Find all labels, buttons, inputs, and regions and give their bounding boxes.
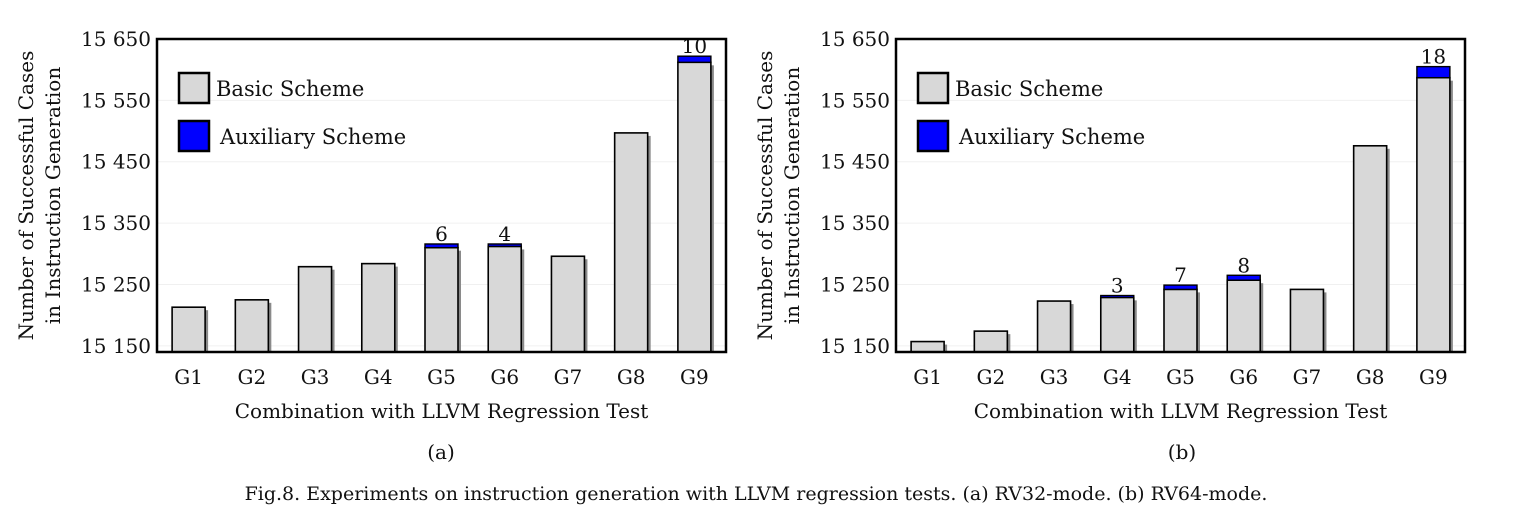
data-label: 7 <box>1174 263 1187 287</box>
bar-basic-g4 <box>360 262 396 353</box>
x-tick-label: G1 <box>174 365 203 389</box>
data-label: 4 <box>498 222 511 246</box>
x-tick-label: G4 <box>1103 365 1132 389</box>
legend-label-basic: Basic Scheme <box>955 77 1103 101</box>
bar-auxiliary-g5 <box>424 243 459 249</box>
x-tick-label: G9 <box>1419 365 1448 389</box>
x-tick-label: G2 <box>237 365 266 389</box>
x-tick-label: G3 <box>1040 365 1069 389</box>
y-tick-label: 15 350 <box>81 211 151 235</box>
bar-basic-g4 <box>1099 296 1135 353</box>
y-axis-label: in Instruction Generation <box>780 67 804 325</box>
x-tick-label: G2 <box>976 365 1005 389</box>
x-tick-label: G9 <box>680 365 709 389</box>
x-tick-label: G5 <box>427 365 456 389</box>
x-tick-label: G6 <box>490 365 519 389</box>
y-axis-label: Number of Successful Cases <box>14 51 38 341</box>
bar-basic-g2 <box>973 330 1009 353</box>
legend-label-auxiliary: Auxiliary Scheme <box>958 125 1145 149</box>
chart-panel-a: 15 150 15 250 15 350 15 450 15 550 15 650 G1 G2… <box>14 27 728 464</box>
y-axis-label: in Instruction Generation <box>41 67 65 325</box>
y-tick-label: 15 650 <box>820 27 890 51</box>
bar-auxiliary-g9 <box>677 55 712 64</box>
x-tick-label: G1 <box>913 365 942 389</box>
y-axis-label: Number of Successful Cases <box>753 51 777 341</box>
bar-basic-g9 <box>1416 76 1451 353</box>
bar-basic-g7 <box>1289 288 1325 353</box>
data-label: 3 <box>1111 274 1124 298</box>
legend-label-auxiliary: Auxiliary Scheme <box>219 125 406 149</box>
y-tick-label: 15 550 <box>820 88 890 112</box>
legend-swatch-auxiliary <box>177 119 211 153</box>
legend-swatch-basic <box>177 71 211 105</box>
bar-basic-g2 <box>234 299 270 353</box>
plot-frame <box>894 37 1467 354</box>
legend-label-basic: Basic Scheme <box>216 77 364 101</box>
x-tick-label: G7 <box>554 365 583 389</box>
bar-basic-g5 <box>424 246 459 353</box>
x-tick-label: G5 <box>1166 365 1195 389</box>
bar-basic-g1 <box>171 306 206 353</box>
y-tick-label: 15 550 <box>81 88 151 112</box>
x-tick-label: G8 <box>617 365 646 389</box>
data-label: 6 <box>435 222 448 246</box>
subfigure-label: (a) <box>427 440 455 464</box>
y-tick-label: 15 450 <box>81 150 151 174</box>
x-tick-label: G3 <box>301 365 330 389</box>
bar-auxiliary-g6 <box>1226 274 1261 281</box>
bar-auxiliary-g5 <box>1163 284 1198 291</box>
y-tick-label: 15 250 <box>81 272 151 296</box>
y-tick-label: 15 150 <box>81 334 151 358</box>
bar-basic-g6 <box>1226 279 1262 353</box>
x-axis-label: Combination with LLVM Regression Test <box>974 399 1388 423</box>
y-tick-label: 15 350 <box>820 211 890 235</box>
bar-basic-g3 <box>1036 300 1072 353</box>
y-tick-label: 15 650 <box>81 27 151 51</box>
bar-auxiliary-g6 <box>487 243 522 248</box>
y-tick-label: 15 250 <box>820 272 890 296</box>
y-tick-label: 15 450 <box>820 150 890 174</box>
bar-basic-g6 <box>487 245 523 353</box>
data-label: 8 <box>1237 253 1250 277</box>
bar-auxiliary-g9 <box>1416 65 1451 79</box>
subfigure-label: (b) <box>1168 440 1196 464</box>
figure-caption: Fig.8. Experiments on instruction genera… <box>245 483 1268 505</box>
plot-frame <box>155 37 728 354</box>
y-tick-label: 15 150 <box>820 334 890 358</box>
x-tick-label: G7 <box>1293 365 1322 389</box>
bar-basic-g5 <box>1163 288 1198 353</box>
bar-basic-g3 <box>297 265 333 353</box>
x-tick-label: G8 <box>1356 365 1385 389</box>
data-label: 18 <box>1421 45 1446 69</box>
x-tick-label: G4 <box>364 365 393 389</box>
legend-swatch-basic <box>916 71 950 105</box>
x-axis-label: Combination with LLVM Regression Test <box>235 399 649 423</box>
chart-panel-b: 15 150 15 250 15 350 15 450 15 550 15 650 G1 G2… <box>753 27 1467 464</box>
x-tick-label: G6 <box>1229 365 1258 389</box>
bar-basic-g7 <box>550 255 586 353</box>
bar-basic-g8 <box>613 132 649 353</box>
bar-basic-g1 <box>910 340 945 353</box>
bar-basic-g9 <box>677 61 712 353</box>
bar-basic-g8 <box>1352 144 1388 353</box>
legend-swatch-auxiliary <box>916 119 950 153</box>
bar-auxiliary-g4 <box>1100 294 1135 299</box>
